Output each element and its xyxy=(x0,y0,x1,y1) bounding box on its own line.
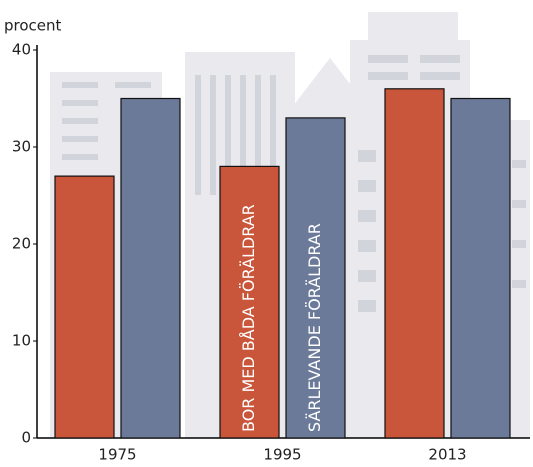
y-tick-label: 30 xyxy=(12,138,31,156)
x-tick-label: 2013 xyxy=(428,446,466,464)
bar xyxy=(451,99,510,439)
legend-label: SÄRLEVANDE FÖRÄLDRAR xyxy=(305,223,324,432)
bar xyxy=(55,176,114,438)
y-tick-label: 40 xyxy=(12,41,31,59)
y-tick-label: 0 xyxy=(21,429,31,447)
y-tick-label: 10 xyxy=(12,332,31,350)
bar xyxy=(121,99,180,439)
y-axis-label: procent xyxy=(4,17,62,35)
x-tick-label: 1975 xyxy=(98,446,136,464)
legend-label: BOR MED BÅDA FÖRÄLDRAR xyxy=(239,204,258,432)
y-tick-label: 20 xyxy=(12,235,31,253)
bar xyxy=(385,89,444,438)
x-tick-label: 1995 xyxy=(263,446,301,464)
chart: procent 0 10 20 30 40 1975 1995 2013 BOR MED BÅD… xyxy=(0,0,533,467)
